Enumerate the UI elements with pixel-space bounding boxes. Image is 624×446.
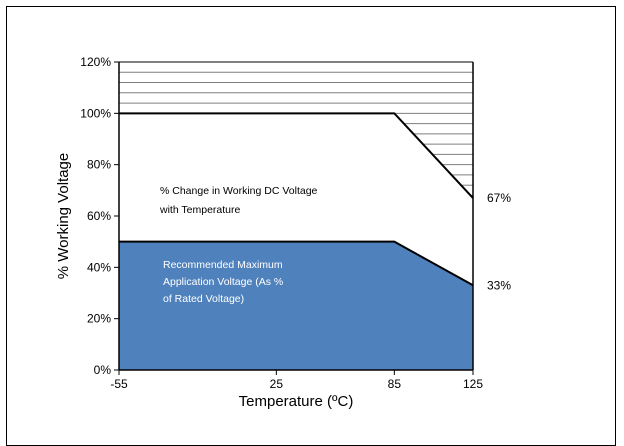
over-limit-hatch-area	[119, 71, 473, 196]
working-dc-annotation-line2: with Temperature	[159, 204, 241, 216]
y-axis-label: % Working Voltage	[55, 153, 72, 279]
x-tick-label: 125	[463, 377, 483, 391]
y-tick-label: 80%	[87, 158, 111, 172]
x-tick-label: 85	[388, 377, 402, 391]
recommended-voltage-area	[119, 241, 473, 370]
y-tick-label: 100%	[80, 106, 111, 120]
chart-frame	[6, 6, 616, 446]
recommended-annotation-line1: Recommended Maximum	[163, 259, 283, 271]
x-tick-label: -55	[110, 377, 128, 391]
point-label-67: 67%	[487, 191, 511, 205]
y-tick-label: 20%	[87, 312, 111, 326]
y-tick-label: 0%	[94, 363, 112, 377]
x-tick-label: 25	[270, 377, 284, 391]
y-tick-label: 40%	[87, 260, 111, 274]
working-voltage-line	[119, 112, 474, 199]
y-tick-label: 60%	[87, 209, 111, 223]
x-axis-label: Temperature (ºC)	[239, 393, 354, 410]
recommended-voltage-line	[119, 240, 474, 287]
recommended-annotation-line3: of Rated Voltage)	[163, 293, 244, 305]
working-dc-annotation-line1: % Change in Working DC Voltage	[160, 185, 318, 197]
point-label-33: 33%	[487, 278, 511, 292]
y-tick-label: 120%	[80, 55, 111, 69]
voltage-derating-chart: 0% 20% 40% 60% 80% 100% 120% -55 25 85 125 % Worki…	[55, 55, 511, 410]
recommended-annotation-line2: Application Voltage (As %	[163, 276, 283, 288]
